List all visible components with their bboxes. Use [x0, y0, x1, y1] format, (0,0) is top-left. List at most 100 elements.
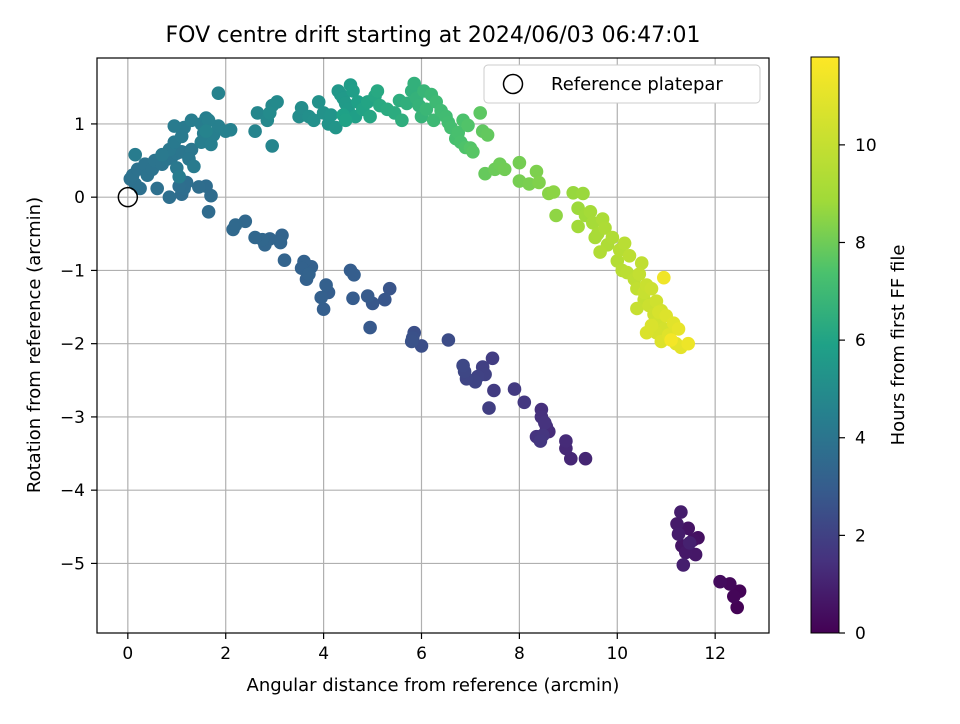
y-tick-label: 1	[74, 115, 85, 135]
data-point	[632, 267, 647, 281]
data-point	[363, 109, 377, 124]
data-point	[713, 574, 727, 589]
data-point	[201, 205, 216, 219]
data-point	[407, 76, 422, 91]
data-point	[593, 245, 607, 259]
data-point	[576, 186, 590, 201]
plot-frame	[96, 57, 770, 634]
data-point	[404, 334, 419, 349]
data-point	[187, 159, 201, 174]
data-point	[270, 95, 284, 109]
data-point	[347, 268, 361, 282]
data-point	[681, 336, 695, 351]
data-point	[265, 139, 280, 153]
data-point	[370, 84, 385, 98]
data-point	[482, 401, 496, 415]
data-point	[162, 190, 177, 204]
data-point	[517, 395, 532, 410]
data-point	[363, 320, 377, 335]
data-point	[150, 181, 164, 196]
data-point	[566, 186, 580, 200]
y-axis-label: Rotation from reference (arcmin)	[24, 197, 45, 493]
data-point	[172, 169, 186, 184]
data-point	[395, 113, 409, 128]
data-point	[211, 86, 226, 100]
data-point	[307, 113, 321, 128]
data-point	[533, 434, 548, 448]
data-point	[466, 145, 480, 159]
data-point	[338, 113, 353, 128]
x-tick-label: 6	[416, 644, 427, 664]
data-point	[730, 600, 744, 615]
x-axis-label: Angular distance from reference (arcmin)	[247, 675, 620, 696]
data-point	[532, 175, 546, 190]
data-point	[605, 230, 620, 245]
data-point	[223, 123, 238, 137]
data-point	[346, 291, 360, 306]
data-point	[512, 155, 527, 170]
data-point	[682, 536, 697, 550]
y-tick-label: −4	[60, 481, 85, 501]
data-point	[578, 451, 593, 466]
data-point	[671, 322, 686, 336]
data-point	[485, 351, 500, 366]
colorbar-gradient	[810, 56, 840, 634]
data-point	[538, 416, 552, 430]
data-point	[598, 221, 612, 235]
data-point	[360, 289, 375, 303]
data-point	[529, 164, 544, 179]
colorbar-label: Hours from first FF file	[888, 245, 909, 446]
data-point	[674, 505, 688, 519]
data-point	[487, 383, 501, 398]
chart-title: FOV centre drift starting at 2024/06/03 …	[166, 23, 701, 48]
data-point	[302, 267, 316, 281]
data-point	[263, 106, 277, 120]
data-point	[248, 230, 262, 245]
data-point	[664, 333, 678, 347]
data-point	[671, 527, 686, 541]
data-point	[617, 236, 632, 251]
legend-label: Reference platepar	[551, 74, 723, 95]
data-point	[559, 434, 573, 448]
x-tick-label: 2	[220, 644, 231, 664]
data-point	[564, 451, 578, 466]
data-point	[316, 302, 331, 317]
y-axis-ticks: −5 −4 −3 −2 −1 0 1	[60, 115, 97, 574]
data-point	[228, 218, 243, 232]
data-point	[201, 113, 216, 128]
colorbar-ticks: 0 2 4 6 8 10	[839, 136, 877, 644]
colorbar-tick-label: 8	[855, 233, 866, 253]
data-point	[250, 106, 265, 120]
data-point	[727, 589, 741, 604]
data-point	[644, 281, 659, 296]
data-point	[657, 270, 671, 285]
data-point	[277, 253, 292, 267]
legend: Reference platepar	[483, 64, 761, 104]
data-point	[172, 179, 186, 193]
colorbar-tick-label: 4	[855, 429, 866, 449]
colorbar-tick-label: 0	[855, 624, 866, 644]
data-point	[382, 281, 397, 296]
data-point	[273, 235, 288, 250]
data-point	[456, 358, 470, 373]
data-point	[324, 108, 338, 122]
x-tick-label: 10	[606, 644, 628, 664]
x-tick-label: 0	[122, 644, 133, 664]
data-point	[199, 124, 213, 138]
data-point	[676, 558, 691, 572]
data-points	[123, 76, 747, 615]
colorbar: 0 2 4 6 8 10 Hours from first FF file	[810, 56, 909, 644]
data-point	[630, 301, 644, 316]
data-point	[378, 292, 392, 307]
data-point	[497, 162, 512, 177]
data-point	[311, 95, 326, 109]
data-point	[583, 205, 598, 219]
data-point	[461, 118, 475, 133]
data-point	[426, 113, 441, 128]
x-axis-ticks: 0 2 4 6 8 10 12	[122, 633, 726, 664]
data-point	[622, 249, 637, 263]
y-tick-label: −3	[60, 408, 85, 428]
data-point	[192, 180, 206, 194]
